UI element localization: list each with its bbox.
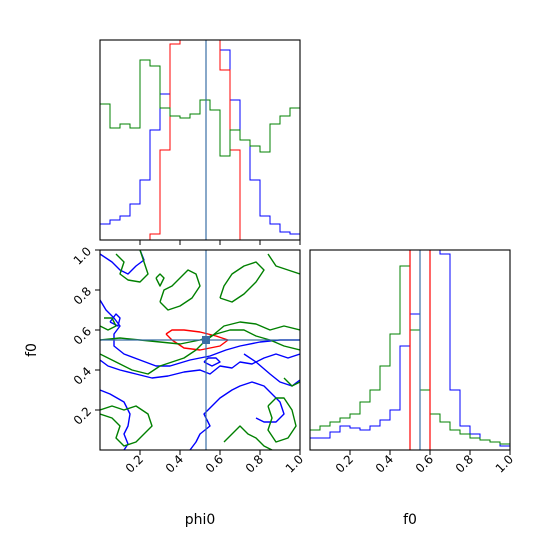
contour-line	[189, 381, 285, 450]
contour-line	[243, 353, 300, 387]
contour-line	[159, 269, 201, 311]
panel-frame	[309, 249, 511, 451]
contour-line	[155, 273, 165, 287]
contour-xtick-label: 0.2	[123, 452, 146, 475]
contour-line	[115, 250, 149, 283]
contour-line	[267, 253, 300, 275]
phi0-f0-contour-panel: 0.2 0.4 0.6 0.8 1.0 0.2 0.4 0.6 0.8 1.0	[71, 244, 306, 475]
contour-ytick-label: 0.8	[71, 284, 94, 307]
contour-line	[223, 425, 273, 450]
contour-ytick-label: 0.4	[71, 364, 94, 387]
phi0-histogram-panel	[99, 39, 301, 245]
histogram-series	[100, 59, 300, 157]
histogram-series	[100, 40, 300, 235]
contour-line	[100, 321, 300, 375]
contour-line	[100, 317, 117, 331]
truth-marker	[202, 336, 210, 344]
contour-xtick-label: 1.0	[283, 452, 306, 475]
contour-line	[100, 353, 300, 379]
contour-xtick-label: 0.8	[243, 452, 266, 475]
contour-line	[100, 405, 153, 447]
x-axis-label-phi0: phi0	[185, 512, 216, 528]
panel-frame	[99, 39, 301, 241]
contour-ytick-label: 1.0	[71, 244, 94, 267]
hist-f0-xtick-label: 0.8	[453, 452, 476, 475]
contour-ytick-label: 0.2	[71, 404, 94, 427]
f0-histogram-panel: 0.2 0.4 0.6 0.8 1.0	[309, 249, 516, 476]
hist-f0-xtick-label: 1.0	[493, 452, 516, 475]
contour-line	[203, 357, 221, 367]
contour-line	[267, 397, 297, 443]
contour-xtick-label: 0.6	[203, 452, 226, 475]
contour-xtick-label: 0.4	[163, 452, 186, 475]
contour-ytick-label: 0.6	[71, 324, 94, 347]
contour-line	[219, 261, 265, 303]
x-axis-label-f0: f0	[403, 512, 417, 528]
hist-f0-xtick-label: 0.2	[333, 452, 356, 475]
contour-line	[283, 377, 300, 387]
y-axis-label-f0: f0	[24, 343, 40, 357]
contour-line	[100, 250, 145, 275]
hist-f0-xtick-label: 0.6	[413, 452, 436, 475]
panel-frame	[99, 249, 301, 451]
contour-line	[100, 389, 131, 450]
hist-f0-xtick-label: 0.4	[373, 452, 396, 475]
